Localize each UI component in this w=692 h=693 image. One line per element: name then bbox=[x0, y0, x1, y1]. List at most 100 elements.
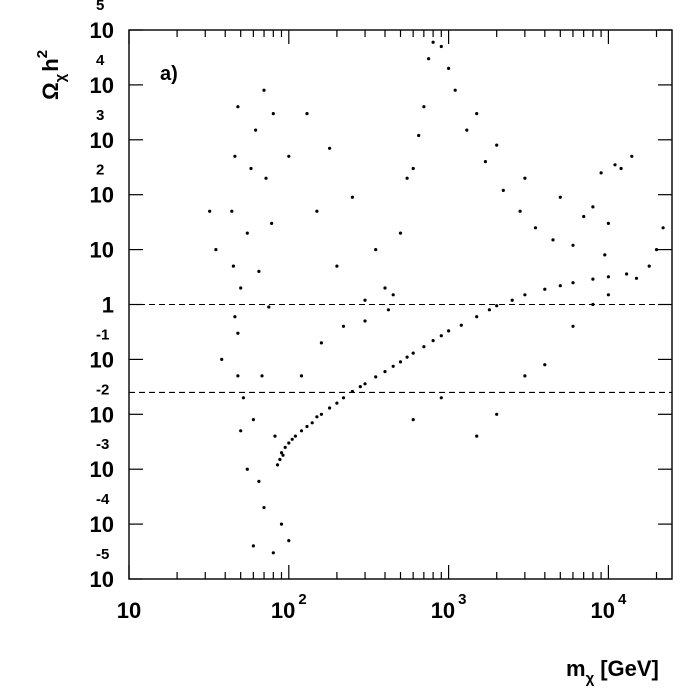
x-axis-title: mχ [GeV] bbox=[566, 656, 659, 687]
scatter-point bbox=[262, 88, 266, 92]
data-points bbox=[208, 40, 665, 555]
x-tick-label-base: 10 bbox=[590, 598, 614, 623]
scatter-point bbox=[606, 275, 611, 279]
scatter-point bbox=[293, 434, 297, 438]
y-title-h: h bbox=[38, 58, 63, 71]
scatter-point bbox=[287, 154, 291, 158]
scatter-point bbox=[257, 269, 261, 273]
y-tick-label-base: 10 bbox=[90, 457, 114, 482]
scatter-point bbox=[619, 166, 623, 171]
scatter-point bbox=[510, 298, 514, 302]
scatter-point bbox=[523, 176, 527, 180]
scatter-point bbox=[279, 451, 284, 455]
x-tick-label-exp: 3 bbox=[458, 591, 466, 608]
scatter-point bbox=[571, 281, 575, 285]
y-tick-label: 10 bbox=[90, 238, 114, 263]
y-tick-label: 10 bbox=[90, 512, 114, 537]
x-tick-label-base: 10 bbox=[431, 598, 455, 623]
y-tick-label: 10 bbox=[90, 402, 114, 427]
panel-label: a) bbox=[160, 63, 178, 85]
scatter-point bbox=[257, 479, 261, 483]
scatter-point bbox=[447, 329, 451, 333]
scatter-point bbox=[328, 146, 332, 150]
scatter-point bbox=[231, 264, 235, 268]
scatter-point bbox=[391, 364, 395, 368]
scatter-point bbox=[251, 544, 255, 548]
scatter-point bbox=[249, 166, 253, 171]
scatter-point bbox=[439, 334, 443, 338]
scatter-point bbox=[439, 396, 443, 400]
scatter-point bbox=[591, 277, 595, 281]
scatter-point bbox=[208, 209, 212, 213]
y-tick-label-base: 10 bbox=[90, 238, 114, 263]
scatter-point bbox=[654, 248, 659, 252]
scatter-point bbox=[305, 112, 309, 116]
scatter-point bbox=[290, 437, 294, 441]
scatter-point bbox=[328, 406, 332, 410]
y-tick-label-exp: -5 bbox=[96, 546, 109, 563]
scatter-point bbox=[287, 441, 291, 445]
scatter-point bbox=[475, 112, 479, 116]
scatter-point bbox=[245, 231, 249, 235]
scatter-point bbox=[236, 105, 240, 109]
scatter-point bbox=[571, 324, 575, 328]
scatter-point bbox=[459, 323, 463, 327]
scatter-point bbox=[374, 248, 378, 252]
x-title-m: m bbox=[566, 656, 586, 681]
x-tick-label-base: 10 bbox=[117, 598, 141, 623]
scatter-point bbox=[606, 293, 611, 297]
scatter-point bbox=[411, 166, 415, 171]
scatter-point bbox=[398, 231, 403, 235]
scatter-point bbox=[543, 363, 547, 367]
scatter-point bbox=[405, 176, 409, 180]
x-tick-label: 10 bbox=[117, 598, 141, 623]
scatter-point bbox=[270, 221, 274, 225]
y-title-omega: Ω bbox=[38, 82, 63, 100]
scatter-point bbox=[281, 453, 285, 457]
y-tick-label-exp: 3 bbox=[96, 107, 104, 124]
scatter-point bbox=[487, 308, 491, 312]
scatter-point bbox=[613, 163, 617, 167]
scatter-point bbox=[358, 385, 362, 389]
x-tick-label: 10 4 bbox=[590, 591, 626, 623]
scatter-point bbox=[239, 429, 243, 433]
y-tick-label-exp: -1 bbox=[96, 326, 109, 343]
y-tick-label: 10 bbox=[90, 567, 114, 592]
scatter-point bbox=[439, 44, 443, 49]
y-tick-label-exp: 4 bbox=[96, 52, 105, 69]
y-tick-label: 1 bbox=[102, 293, 114, 318]
scatter-point bbox=[335, 401, 339, 405]
y-tick-label: 10 bbox=[90, 347, 114, 372]
scatter-point bbox=[254, 128, 258, 132]
scatter-point bbox=[405, 355, 409, 359]
x-title-chi-sub: χ bbox=[586, 670, 595, 687]
scatter-point bbox=[475, 434, 479, 438]
scatter-point bbox=[363, 298, 367, 302]
scatter-point bbox=[305, 424, 309, 429]
scatter-point bbox=[251, 418, 255, 422]
y-tick-label-exp: 2 bbox=[96, 162, 104, 179]
scatter-point bbox=[647, 264, 651, 268]
scatter-point bbox=[386, 308, 390, 312]
scatter-point bbox=[283, 445, 287, 449]
scatter-point bbox=[591, 205, 595, 209]
scatter-point bbox=[518, 209, 522, 213]
scatter-point bbox=[558, 284, 562, 288]
scatter-point bbox=[501, 188, 505, 192]
scatter-point bbox=[319, 341, 323, 345]
x-tick-label-exp: 4 bbox=[618, 591, 627, 608]
scatter-point bbox=[260, 374, 264, 378]
x-tick-label: 10 2 bbox=[271, 591, 307, 623]
scatter-point bbox=[422, 105, 426, 109]
scatter-point bbox=[431, 40, 435, 44]
scatter-point bbox=[374, 375, 378, 379]
scatter-point bbox=[571, 243, 575, 247]
scatter-point bbox=[230, 209, 234, 213]
scatter-point bbox=[630, 154, 634, 158]
scatter-point bbox=[411, 351, 415, 355]
axis-ticks bbox=[128, 29, 672, 580]
y-tick-label: 10 bbox=[90, 457, 114, 482]
scatter-point bbox=[391, 293, 395, 297]
